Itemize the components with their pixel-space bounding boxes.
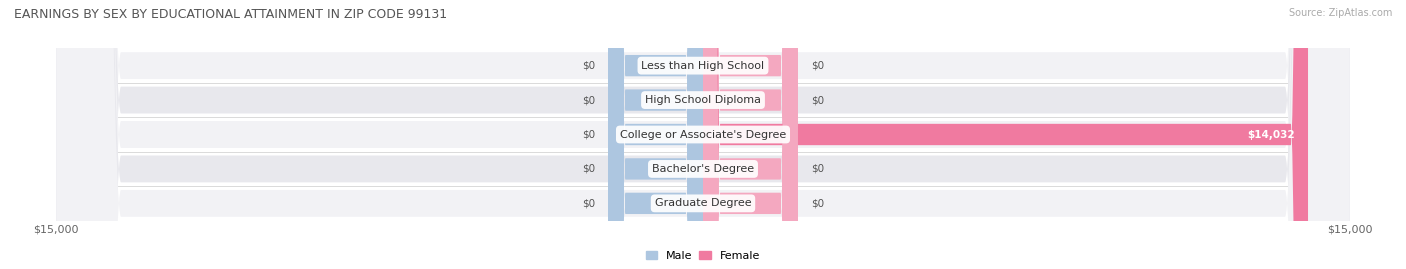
Text: $0: $0 <box>582 129 595 140</box>
Text: $0: $0 <box>582 164 595 174</box>
Text: $0: $0 <box>811 95 824 105</box>
FancyBboxPatch shape <box>56 0 1350 269</box>
Text: $0: $0 <box>582 198 595 208</box>
Text: $14,032: $14,032 <box>1247 129 1295 140</box>
Text: Less than High School: Less than High School <box>641 61 765 71</box>
FancyBboxPatch shape <box>56 0 1350 269</box>
FancyBboxPatch shape <box>609 0 703 269</box>
FancyBboxPatch shape <box>703 0 797 269</box>
FancyBboxPatch shape <box>609 0 703 269</box>
Text: High School Diploma: High School Diploma <box>645 95 761 105</box>
FancyBboxPatch shape <box>56 0 1350 269</box>
Text: $0: $0 <box>582 95 595 105</box>
Text: Source: ZipAtlas.com: Source: ZipAtlas.com <box>1288 8 1392 18</box>
FancyBboxPatch shape <box>703 0 797 269</box>
FancyBboxPatch shape <box>56 0 1350 269</box>
Text: $0: $0 <box>582 61 595 71</box>
Legend: Male, Female: Male, Female <box>644 249 762 263</box>
Text: $0: $0 <box>811 61 824 71</box>
Text: Graduate Degree: Graduate Degree <box>655 198 751 208</box>
FancyBboxPatch shape <box>703 0 797 269</box>
Text: College or Associate's Degree: College or Associate's Degree <box>620 129 786 140</box>
FancyBboxPatch shape <box>703 0 1308 269</box>
FancyBboxPatch shape <box>609 0 703 269</box>
Text: $0: $0 <box>811 164 824 174</box>
Text: EARNINGS BY SEX BY EDUCATIONAL ATTAINMENT IN ZIP CODE 99131: EARNINGS BY SEX BY EDUCATIONAL ATTAINMEN… <box>14 8 447 21</box>
Text: $0: $0 <box>811 198 824 208</box>
Text: Bachelor's Degree: Bachelor's Degree <box>652 164 754 174</box>
FancyBboxPatch shape <box>609 0 703 269</box>
FancyBboxPatch shape <box>609 0 703 269</box>
FancyBboxPatch shape <box>56 0 1350 269</box>
FancyBboxPatch shape <box>703 0 797 269</box>
